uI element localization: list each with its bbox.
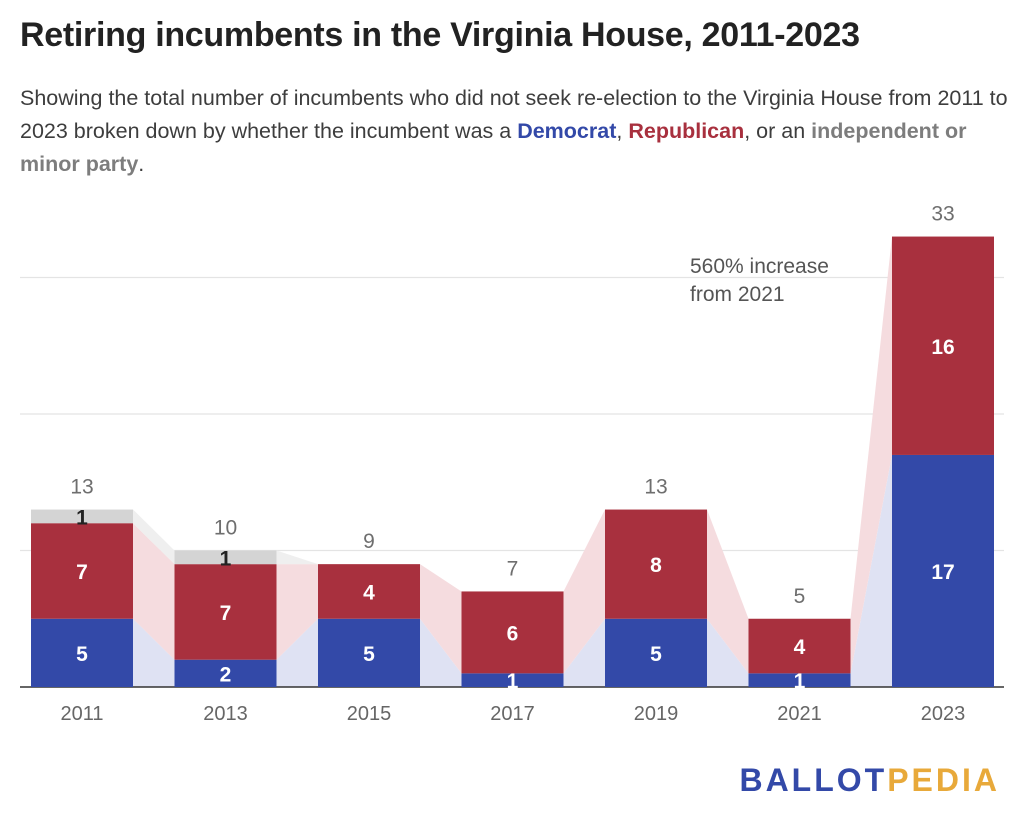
bar-republican-2019 [605,509,707,619]
bar-democrat-2017 [461,673,564,687]
bar-label-democrat-2017: 1 [507,670,519,693]
subtitle-democrat: Democrat [517,119,617,143]
band-democrat-2011-2013 [133,618,175,687]
bar-label-republican-2011: 7 [76,561,88,584]
band-democrat-2015-2017 [420,618,462,687]
subtitle-separator-2: , or an [744,119,812,143]
band-republican-2011-2013 [133,523,175,660]
bar-label-democrat-2015: 5 [363,643,375,666]
stacked-bar-chart: 5711320112711020135492015167201758132019… [20,203,1004,725]
bar-label-democrat-2023: 17 [931,561,954,584]
x-tick-label-2015: 2015 [347,703,392,725]
total-label-2013: 10 [214,517,237,540]
subtitle-independent: independent or minor party [20,119,967,176]
band-democrat-2013-2015 [276,618,318,687]
x-tick-label-2023: 2023 [921,703,966,725]
x-tick-label-2017: 2017 [490,703,535,725]
x-tick-label-2021: 2021 [777,703,822,725]
bar-democrat-2019 [605,618,707,687]
band-democrat-2019-2021 [707,618,749,687]
subtitle-separator-1: , [616,119,629,143]
bar-label-republican-2019: 8 [650,554,662,577]
bar-label-republican-2015: 4 [363,581,375,604]
band-republican-2021-2023 [850,236,892,674]
chart-title: Retiring incumbents in the Virginia Hous… [20,16,860,54]
bar-independent-2013 [174,550,277,565]
total-label-2011: 13 [70,476,93,499]
bar-republican-2017 [461,591,564,674]
band-republican-2017-2019 [563,509,605,674]
logo-part-ballot: BALLOT [739,762,888,798]
logo-part-pedia: PEDIA [887,762,1000,798]
band-independent-2011-2013 [133,509,175,565]
total-label-2015: 9 [363,530,375,553]
x-tick-label-2011: 2011 [60,703,103,725]
band-democrat-2021-2023 [850,454,892,687]
bar-label-democrat-2011: 5 [76,643,88,666]
x-tick-label-2013: 2013 [203,703,248,725]
bar-label-republican-2023: 16 [931,336,954,359]
bar-label-republican-2021: 4 [794,636,806,659]
bar-label-republican-2013: 7 [220,602,232,625]
bar-label-democrat-2019: 5 [650,643,662,666]
total-label-2023: 33 [931,203,954,226]
bar-label-democrat-2013: 2 [220,663,232,686]
band-republican-2015-2017 [420,564,462,674]
subtitle-end: . [138,152,145,176]
band-republican-2013-2015 [276,564,318,660]
subtitle-republican: Republican [628,119,745,143]
annotation-line-2: from 2021 [690,283,785,306]
bar-democrat-2015 [318,618,420,687]
annotation-line-1: 560% increase [690,255,829,278]
chart-subtitle: Showing the total number of incumbents w… [20,82,1010,181]
bar-label-democrat-2021: 1 [794,670,806,693]
band-republican-2019-2021 [707,509,749,674]
bar-republican-2015 [318,564,420,619]
subtitle-lead: Showing the total number of incumbents w… [20,86,1008,143]
band-democrat-2017-2019 [563,618,605,687]
ballotpedia-logo: BALLOTPEDIA [739,762,1000,799]
bar-republican-2023 [892,236,994,455]
bar-democrat-2013 [174,659,277,687]
bar-republican-2013 [174,564,277,660]
bar-independent-2011 [31,509,133,524]
bar-democrat-2023 [892,454,994,687]
bar-republican-2011 [31,523,133,619]
bar-republican-2021 [748,618,851,674]
band-independent-2013-2015 [276,550,318,565]
bar-democrat-2021 [748,673,851,687]
bar-democrat-2011 [31,618,133,687]
total-label-2017: 7 [507,557,519,580]
bar-label-independent-2011: 1 [76,506,88,529]
total-label-2021: 5 [794,585,806,608]
total-label-2019: 13 [644,476,667,499]
bar-label-republican-2017: 6 [507,622,519,645]
x-tick-label-2019: 2019 [634,703,679,725]
bar-label-independent-2013: 1 [220,547,232,570]
